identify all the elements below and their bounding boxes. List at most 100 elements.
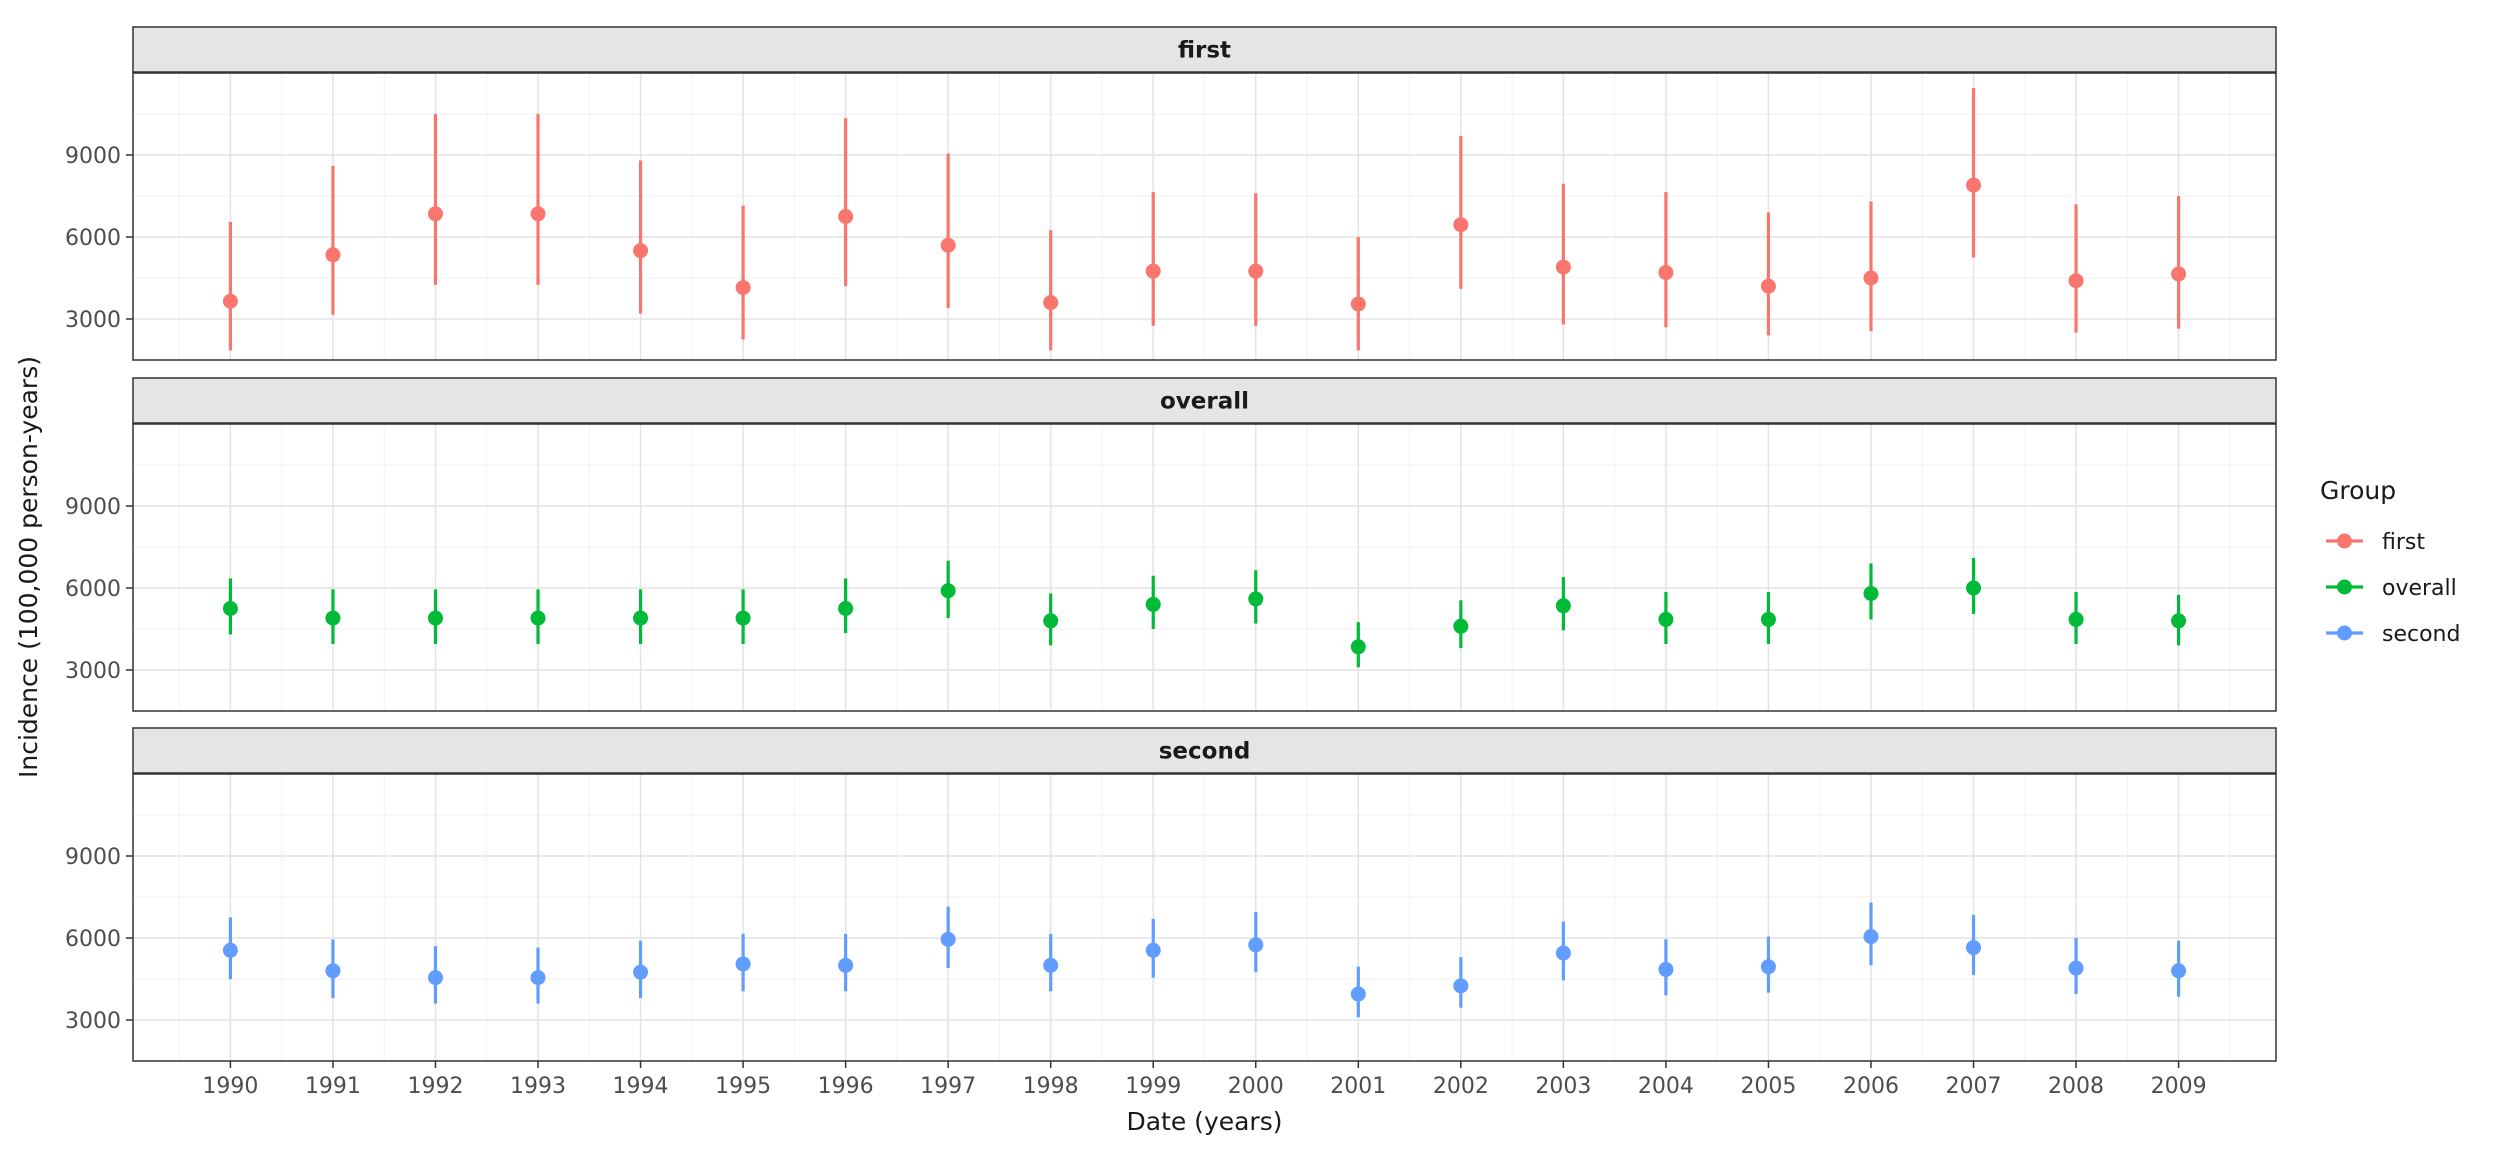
facet-strip: [132, 377, 2277, 424]
point-first: [427, 206, 443, 222]
point-second: [1248, 937, 1264, 953]
facet-strip-label: first: [1178, 38, 1231, 64]
point-overall: [1555, 598, 1571, 614]
point-overall: [735, 610, 751, 626]
point-second: [735, 956, 751, 972]
point-overall: [838, 601, 854, 616]
point-second: [633, 964, 649, 980]
point-overall: [1043, 613, 1059, 629]
point-overall: [1658, 611, 1674, 627]
point-second: [1760, 959, 1776, 975]
point-overall: [1863, 585, 1879, 601]
point-overall: [427, 610, 443, 626]
point-first: [1863, 270, 1879, 286]
facet-strip-label: overall: [1160, 389, 1249, 415]
facet-strip: [132, 26, 2277, 73]
legend-key-point: [2337, 533, 2352, 549]
point-first: [1760, 278, 1776, 294]
point-overall: [1760, 611, 1776, 627]
y-tick-label: 6000: [65, 226, 121, 251]
legend-title: Group: [2320, 476, 2396, 505]
y-tick-label: 3000: [65, 659, 121, 684]
point-second: [838, 957, 854, 973]
x-tick-label: 1992: [407, 1074, 463, 1099]
facet-strip: [132, 727, 2277, 774]
point-first: [838, 209, 854, 224]
point-overall: [1145, 596, 1161, 612]
point-second: [325, 963, 341, 979]
point-overall: [1453, 618, 1469, 634]
point-first: [2068, 273, 2084, 289]
point-first: [940, 237, 956, 253]
facet-first: first 3000 6000 9000: [65, 26, 2277, 361]
point-overall: [1350, 639, 1366, 655]
legend: Group first overall second: [2320, 476, 2460, 647]
x-tick-label: 1993: [510, 1074, 566, 1099]
x-tick-label: 2002: [1433, 1074, 1489, 1099]
x-tick-label: 2008: [2048, 1074, 2104, 1099]
point-second: [427, 970, 443, 986]
point-first: [530, 206, 546, 222]
x-tick-label: 2009: [2151, 1074, 2207, 1099]
legend-label-first: first: [2382, 530, 2425, 555]
point-overall: [530, 610, 546, 626]
panel-border: [132, 72, 2277, 361]
point-overall: [222, 601, 238, 616]
x-tick-label: 1995: [715, 1074, 771, 1099]
y-tick-label: 9000: [65, 144, 121, 169]
point-first: [222, 293, 238, 309]
y-tick-label: 9000: [65, 495, 121, 520]
point-first: [1350, 296, 1366, 312]
point-first: [1555, 259, 1571, 275]
point-second: [1350, 986, 1366, 1002]
legend-label-second: second: [2382, 622, 2460, 647]
panel-border: [132, 773, 2277, 1062]
x-tick-label: 1996: [818, 1074, 874, 1099]
point-first: [1453, 217, 1469, 233]
x-tick-label: 1997: [920, 1074, 976, 1099]
point-overall: [325, 610, 341, 626]
point-first: [2171, 266, 2187, 282]
legend-label-overall: overall: [2382, 576, 2457, 601]
point-first: [1145, 263, 1161, 279]
point-second: [1658, 961, 1674, 977]
point-first: [735, 280, 751, 296]
x-tick-label: 2001: [1330, 1074, 1386, 1099]
y-axis-title: Incidence (100,000 person-years): [14, 356, 43, 778]
x-tick-label: 1998: [1023, 1074, 1079, 1099]
point-overall: [1248, 591, 1264, 607]
point-second: [940, 931, 956, 947]
facet-overall: overall 3000 6000 9000: [65, 377, 2277, 712]
point-overall: [2068, 611, 2084, 627]
point-second: [1043, 957, 1059, 973]
x-axis-title: Date (years): [1126, 1107, 1282, 1136]
point-second: [1555, 945, 1571, 961]
facet-second: second 3000 6000 9000: [65, 727, 2277, 1062]
legend-key-point: [2337, 625, 2352, 641]
x-tick-label: 1999: [1125, 1074, 1181, 1099]
point-second: [2068, 960, 2084, 976]
point-overall: [2171, 613, 2187, 629]
y-tick-label: 9000: [65, 845, 121, 870]
point-first: [1043, 295, 1059, 311]
point-second: [1966, 940, 1982, 956]
x-tick-label: 2003: [1535, 1074, 1591, 1099]
point-second: [222, 942, 238, 958]
x-tick-label: 1991: [305, 1074, 361, 1099]
point-second: [1145, 942, 1161, 958]
point-first: [325, 247, 341, 263]
point-first: [1658, 265, 1674, 281]
point-second: [1453, 978, 1469, 994]
x-tick-label: 2007: [1946, 1074, 2002, 1099]
point-second: [1863, 929, 1879, 945]
x-axis: 1990 1991 1992 1993 1994 1995 1996 1997 1998 1999…: [202, 1061, 2207, 1099]
x-tick-label: 2005: [1740, 1074, 1796, 1099]
point-second: [530, 970, 546, 986]
point-overall: [633, 610, 649, 626]
x-tick-label: 2004: [1638, 1074, 1694, 1099]
point-first: [633, 243, 649, 259]
point-overall: [1966, 580, 1982, 596]
point-first: [1248, 263, 1264, 279]
legend-key-point: [2337, 579, 2352, 595]
